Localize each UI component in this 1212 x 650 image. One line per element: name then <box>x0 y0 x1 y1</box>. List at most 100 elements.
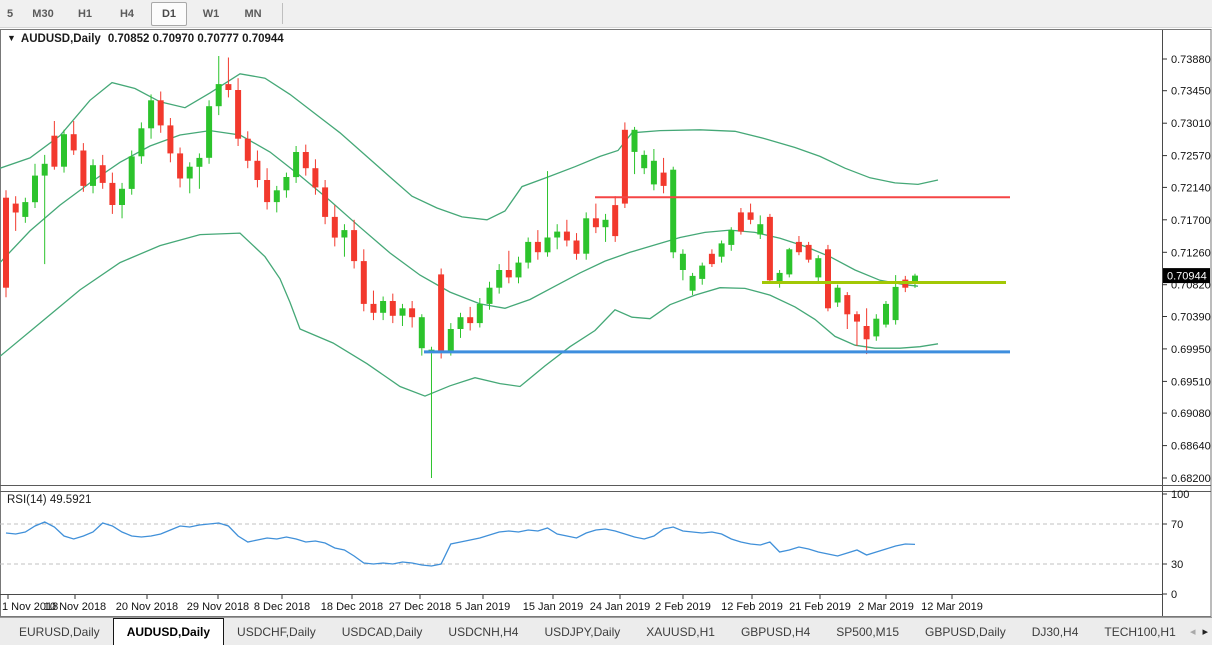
candle <box>534 230 541 260</box>
price-axis-label: 0.68200 <box>1171 473 1211 485</box>
candle <box>22 197 29 223</box>
candle <box>273 185 280 213</box>
tab-gbpusd-h4[interactable]: GBPUSD,H4 <box>740 624 811 639</box>
price-axis-label: 0.73880 <box>1171 54 1211 66</box>
date-label: 15 Jan 2019 <box>523 601 584 613</box>
price-axis-label: 0.73450 <box>1171 86 1211 98</box>
timeframe-button-5[interactable]: 5 <box>6 7 14 20</box>
timeframe-button-M30[interactable]: M30 <box>32 7 54 20</box>
candle <box>776 270 783 288</box>
tab-xauusd-h1[interactable]: XAUUSD,H1 <box>646 624 715 639</box>
bollinger-lower-band[interactable] <box>0 232 939 397</box>
tab-scroll-right-icon[interactable]: ▸ <box>1202 626 1208 638</box>
date-label: 24 Jan 2019 <box>590 601 651 613</box>
tab-eurusd-daily[interactable]: EURUSD,Daily <box>19 624 100 639</box>
candle <box>409 301 416 328</box>
candle <box>612 196 619 242</box>
candle <box>119 182 125 219</box>
tab-sp500-m15[interactable]: SP500,M15 <box>836 624 900 639</box>
candle <box>467 306 474 331</box>
candle <box>341 224 348 257</box>
candle <box>670 166 677 259</box>
bollinger-upper-band[interactable] <box>0 73 939 221</box>
candle <box>380 296 387 321</box>
candle <box>312 159 319 195</box>
candle <box>322 180 329 225</box>
candle <box>825 244 831 312</box>
date-label: 2 Mar 2019 <box>858 601 914 613</box>
date-label: 10 Nov 2018 <box>44 601 106 613</box>
candle <box>302 144 309 176</box>
candle <box>679 249 686 281</box>
price-axis-label: 0.73010 <box>1171 118 1211 130</box>
candle <box>708 249 715 267</box>
candle <box>109 172 116 214</box>
tab-audusd-daily[interactable]: AUDUSD,Daily <box>112 618 225 645</box>
timeframe-button-H4[interactable]: H4 <box>119 7 135 20</box>
candle <box>418 314 425 356</box>
candle <box>496 264 503 294</box>
price-axis-label: 0.72140 <box>1171 182 1211 194</box>
chevron-down-icon[interactable]: ▼ <box>7 33 16 43</box>
candle <box>225 57 232 98</box>
timeframe-button-W1[interactable]: W1 <box>202 7 220 20</box>
rsi-scale-label: 0 <box>1171 589 1177 601</box>
timeframe-button-H1[interactable]: H1 <box>77 7 93 20</box>
tab-gbpusd-daily[interactable]: GBPUSD,Daily <box>925 624 1006 639</box>
candle <box>573 233 580 260</box>
candle <box>186 162 193 194</box>
candle <box>264 168 271 210</box>
date-label: 8 Dec 2018 <box>254 601 310 613</box>
candle <box>244 131 251 169</box>
candle <box>621 122 628 208</box>
candle <box>583 212 590 260</box>
candle <box>786 247 793 278</box>
candle <box>650 149 657 191</box>
candle <box>544 171 551 257</box>
rsi-scale-label: 30 <box>1171 559 1183 571</box>
rsi-scale-label: 100 <box>1171 489 1189 501</box>
candle <box>457 312 464 338</box>
candle <box>389 293 396 324</box>
candle <box>505 250 512 284</box>
candle <box>641 150 648 175</box>
tab-usdcad-daily[interactable]: USDCAD,Daily <box>341 624 423 639</box>
price-axis-label: 0.71700 <box>1171 215 1211 227</box>
timeframe-button-D1[interactable]: D1 <box>151 1 187 26</box>
tab-usdcnh-h4[interactable]: USDCNH,H4 <box>448 624 519 639</box>
candle <box>863 308 870 355</box>
toolbar-divider <box>282 3 283 24</box>
candle <box>873 314 880 341</box>
candle <box>128 150 135 195</box>
tab-scroll-left-icon[interactable]: ◂ <box>1189 626 1196 638</box>
candle <box>728 227 735 251</box>
candle <box>167 118 174 163</box>
rsi-indicator-label: RSI(14) 49.5921 <box>7 494 92 506</box>
tab-tech100-h1[interactable]: TECH100,H1 <box>1104 624 1176 639</box>
date-label: 1 Nov 2018 <box>2 601 58 613</box>
date-label: 20 Nov 2018 <box>116 601 178 613</box>
candle <box>283 172 290 198</box>
candle <box>883 301 889 328</box>
date-label: 18 Dec 2018 <box>321 601 383 613</box>
chart-symbol-label: AUDUSD,Daily <box>20 33 101 45</box>
tab-dj30-h4[interactable]: DJ30,H4 <box>1031 624 1079 639</box>
tab-usdchf-daily[interactable]: USDCHF,Daily <box>237 624 316 639</box>
candle <box>41 154 48 265</box>
candle <box>554 224 561 250</box>
candle <box>660 157 667 194</box>
timeframe-button-MN[interactable]: MN <box>244 7 262 20</box>
candle <box>157 91 164 133</box>
candle <box>235 78 242 146</box>
date-label: 27 Dec 2018 <box>389 601 451 613</box>
candle <box>254 150 261 188</box>
candle <box>476 298 483 328</box>
symbol-tab-bar: EURUSD,Daily AUDUSD,Daily USDCHF,Daily USDC… <box>0 617 1212 645</box>
candle <box>206 100 213 164</box>
candle <box>438 268 445 359</box>
candle <box>515 256 522 284</box>
tab-usdjpy-daily[interactable]: USDJPY,Daily <box>544 624 621 639</box>
candle <box>525 237 532 269</box>
candle <box>196 153 203 189</box>
